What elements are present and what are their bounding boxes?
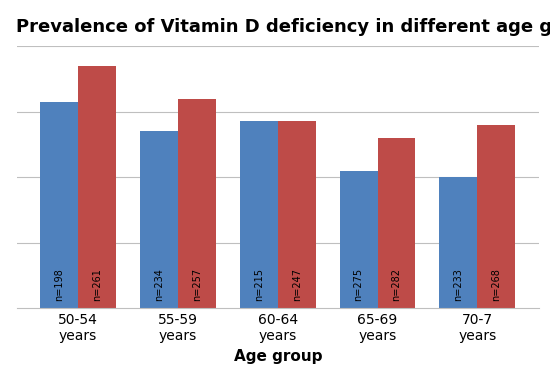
Bar [439, 177, 477, 308]
Text: n=215: n=215 [254, 268, 264, 301]
Text: n=282: n=282 [392, 268, 402, 301]
Bar [339, 171, 377, 308]
Bar [78, 66, 116, 308]
Text: n=247: n=247 [292, 268, 302, 301]
Bar [278, 121, 316, 308]
Text: Prevalence of Vitamin D deficiency in different age gro: Prevalence of Vitamin D deficiency in di… [16, 18, 550, 36]
Text: n=275: n=275 [354, 268, 364, 301]
X-axis label: Age group: Age group [234, 348, 322, 363]
Text: n=234: n=234 [154, 269, 164, 301]
Text: n=257: n=257 [192, 268, 202, 301]
Text: n=261: n=261 [92, 269, 102, 301]
Bar [40, 102, 78, 308]
Text: n=198: n=198 [54, 269, 64, 301]
Bar [140, 131, 178, 308]
Bar [240, 121, 278, 308]
Bar [377, 138, 415, 308]
Text: n=268: n=268 [491, 269, 501, 301]
Text: n=233: n=233 [453, 269, 463, 301]
Bar [178, 99, 216, 308]
Bar [477, 125, 515, 308]
